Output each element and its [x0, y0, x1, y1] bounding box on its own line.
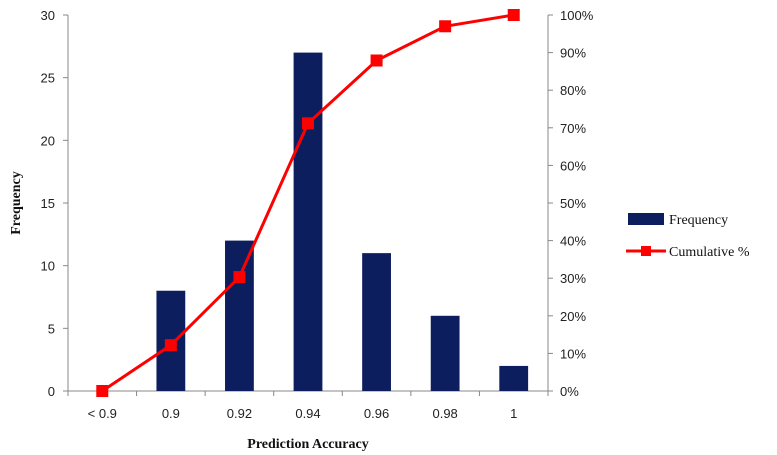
- bar: [430, 315, 460, 391]
- y-tick-label-right: 0%: [560, 384, 579, 399]
- x-tick-label: 1: [510, 406, 517, 421]
- y-tick-label-left: 5: [48, 321, 55, 336]
- legend-label-frequency: Frequency: [669, 213, 728, 228]
- cumulative-point: [96, 385, 109, 397]
- x-tick-label: 0.98: [432, 406, 457, 421]
- x-tick-label: 0.92: [227, 406, 252, 421]
- x-tick-label: 0.94: [295, 406, 320, 421]
- y-tick-label-left: 10: [41, 259, 55, 274]
- x-tick-label: 0.96: [364, 406, 389, 421]
- cumulative-point: [370, 54, 383, 67]
- bars: [156, 52, 529, 391]
- y-tick-label-right: 60%: [560, 158, 586, 173]
- bar: [225, 240, 254, 391]
- cumulative-point: [302, 117, 314, 130]
- y-tick-label-right: 100%: [560, 8, 594, 23]
- x-axis-title: Prediction Accuracy: [247, 437, 368, 452]
- legend: Frequency Cumulative %: [626, 213, 750, 260]
- y-tick-label-right: 20%: [560, 309, 586, 324]
- y-tick-label-right: 40%: [560, 234, 586, 249]
- x-tick-label: < 0.9: [88, 406, 117, 421]
- y-axis-title: Frequency: [9, 171, 24, 235]
- cumulative-point: [233, 271, 246, 284]
- legend-label-cumulative: Cumulative %: [669, 245, 750, 260]
- y-tick-label-right: 50%: [560, 196, 586, 211]
- legend-swatch-cumulative-marker: [641, 246, 651, 256]
- y-tick-label-right: 10%: [560, 346, 586, 361]
- y-tick-label-right: 80%: [560, 83, 586, 98]
- y-tick-label-left: 15: [41, 196, 55, 211]
- y-tick-label-right: 90%: [560, 46, 586, 61]
- bar: [499, 365, 529, 391]
- y-tick-label-right: 70%: [560, 121, 586, 136]
- y-tick-label-left: 0: [48, 384, 55, 399]
- cumulative-point: [507, 9, 520, 21]
- y-tick-label-left: 30: [41, 8, 55, 23]
- cumulative-point: [164, 339, 177, 352]
- x-tick-label: 0.9: [162, 406, 180, 421]
- y-tick-label-left: 20: [41, 133, 55, 148]
- bar: [293, 52, 323, 391]
- bar: [362, 253, 391, 391]
- y-tick-label-right: 30%: [560, 271, 586, 286]
- cumulative-line: [96, 9, 520, 397]
- legend-swatch-frequency: [628, 213, 664, 225]
- tick-labels: 0 5 10 15 20 25 30 0% 10% 20% 30% 40% 50% 60% 70% 80% 90…: [41, 8, 594, 421]
- cumulative-point: [439, 20, 452, 33]
- y-tick-label-left: 25: [41, 71, 55, 86]
